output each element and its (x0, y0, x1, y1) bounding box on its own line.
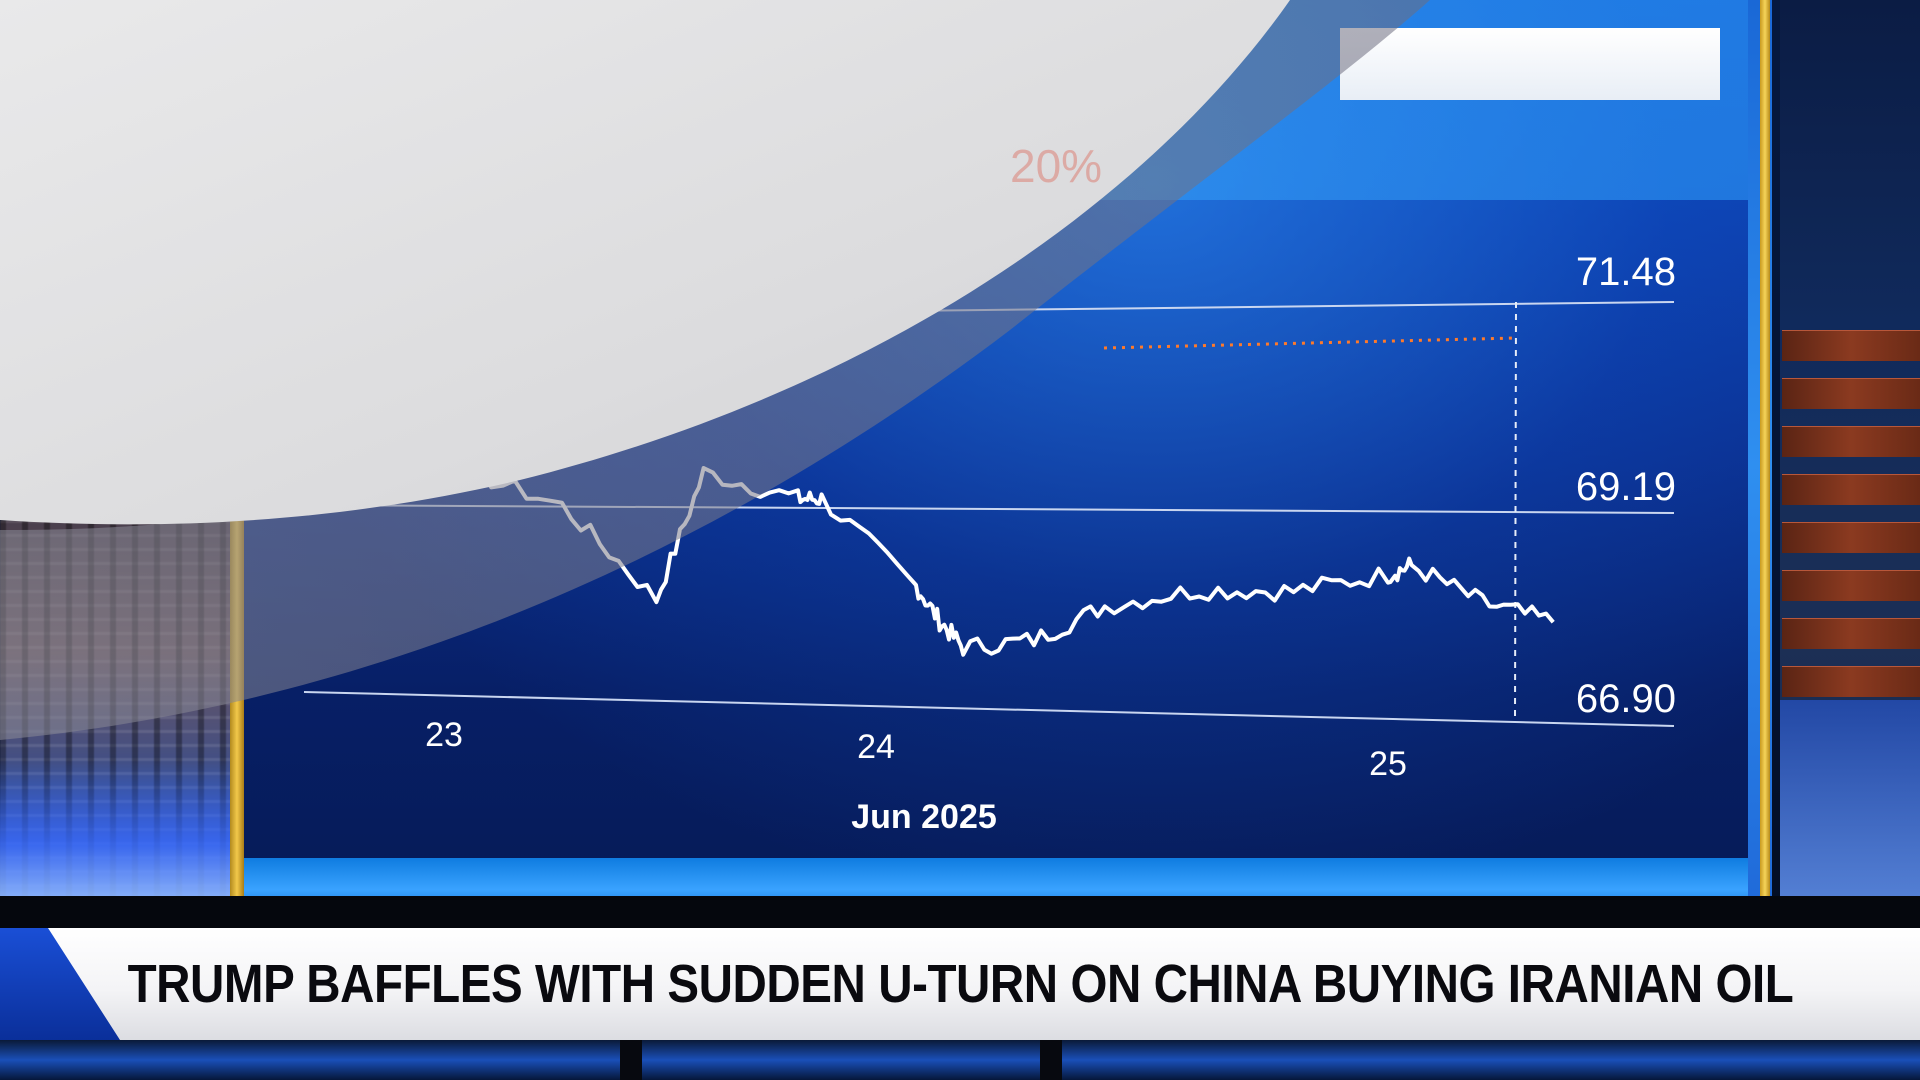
current-marker-line (1514, 301, 1517, 723)
wood-slat (1782, 378, 1920, 409)
swoosh-white-shape (0, 0, 1290, 525)
oil-price-chart: 71.48 69.19 66.90 23 24 25 Jun 2025 (263, 250, 1676, 836)
lower-third-banner: TRUMP BAFFLES WITH SUDDEN U-TURN ON CHIN… (0, 928, 1920, 1040)
floor-post (620, 1040, 642, 1080)
x-tick-label-25: 25 (1369, 745, 1407, 783)
wood-slat (1782, 330, 1920, 361)
screen-white-bar (1340, 28, 1720, 100)
y-tick-label-top: 71.48 (1576, 250, 1676, 294)
x-tick-label-23: 23 (425, 716, 463, 754)
wood-slat (1782, 570, 1920, 601)
x-tick-label-24: 24 (857, 728, 895, 766)
headline-text: TRUMP BAFFLES WITH SUDDEN U-TURN ON CHIN… (127, 954, 1793, 1014)
obscured-percent-label: 20% (1010, 140, 1102, 192)
gold-frame-right (1760, 0, 1770, 925)
city-blue-glow (0, 760, 235, 900)
wood-slat (1782, 618, 1920, 649)
reference-dotted-line (1103, 336, 1517, 350)
y-tick-label-bottom: 66.90 (1576, 677, 1676, 721)
wood-slat (1782, 522, 1920, 553)
wood-slat (1782, 426, 1920, 457)
floor-post (1040, 1040, 1062, 1080)
y-tick-label-mid: 69.19 (1576, 465, 1676, 509)
gridline-bottom (303, 691, 1675, 727)
wood-slat (1782, 474, 1920, 505)
wood-slat (1782, 666, 1920, 697)
x-axis-caption: Jun 2025 (851, 798, 997, 836)
bottom-led-strip (0, 1040, 1920, 1080)
